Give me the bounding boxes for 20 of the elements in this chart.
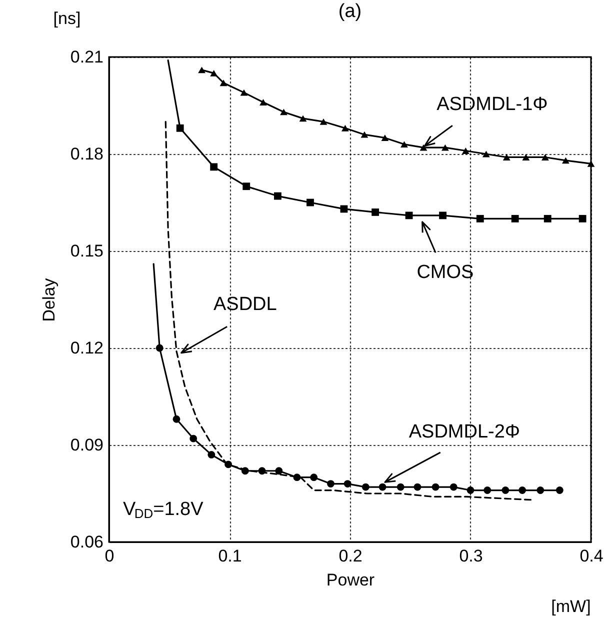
y-tick-label: 0.09 — [70, 436, 104, 454]
y-tick-label: 0.21 — [70, 48, 104, 66]
x-tick-label: 0 — [104, 546, 114, 566]
x-axis-title: Power — [326, 570, 375, 590]
text: ASDMDL-2Φ — [408, 421, 520, 442]
text: ASDDL — [213, 294, 277, 316]
series-label: ASDMDL-1Φ — [436, 94, 548, 115]
y-axis-title: Delay — [39, 278, 58, 322]
text: [ns] — [53, 9, 81, 28]
x-tick-label: 0.3 — [459, 546, 483, 566]
y-tick-label: 0.15 — [70, 242, 104, 260]
x-tick-label: 0.2 — [338, 546, 362, 566]
x-tick-label: 0.1 — [218, 546, 242, 566]
chart-title: (a) — [338, 1, 362, 22]
y-tick-label: 0.06 — [70, 532, 104, 552]
text: [mW] — [551, 597, 591, 616]
x-tick-label: 0.4 — [580, 546, 604, 566]
y-tick-label: 0.18 — [70, 144, 104, 164]
y-tick-label: 0.12 — [70, 338, 104, 358]
legend-label: CMOS — [416, 262, 474, 284]
